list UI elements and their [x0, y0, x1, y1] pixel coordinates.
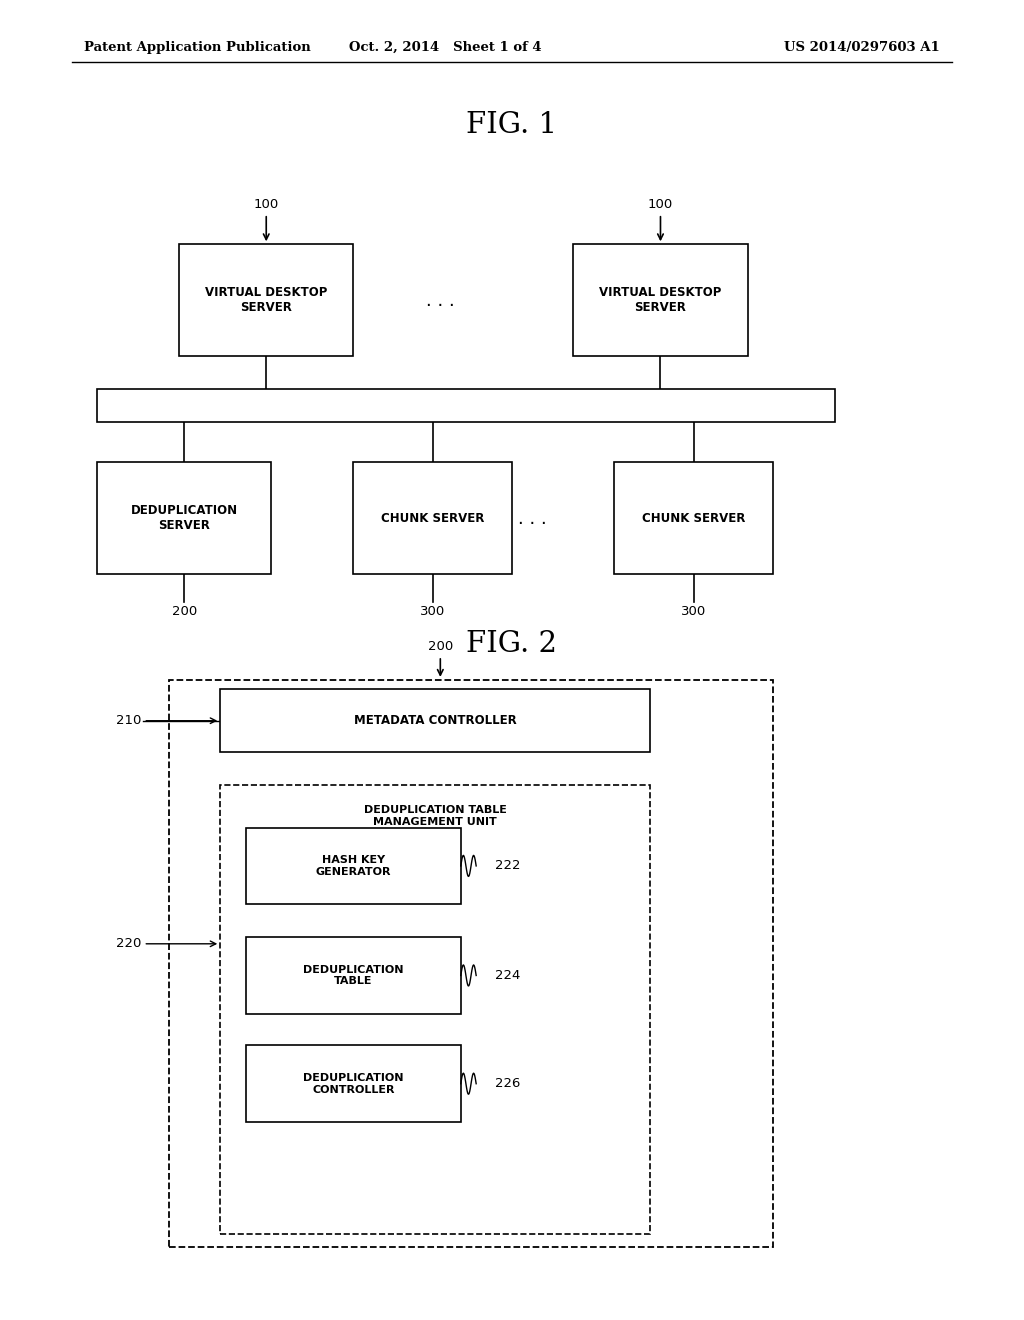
Bar — [246, 828, 461, 904]
Text: FIG. 2: FIG. 2 — [467, 630, 557, 659]
Text: DEDUPLICATION TABLE
MANAGEMENT UNIT: DEDUPLICATION TABLE MANAGEMENT UNIT — [364, 805, 507, 826]
Text: 200: 200 — [172, 605, 197, 618]
Bar — [246, 1045, 461, 1122]
Bar — [220, 785, 650, 1234]
Text: HASH KEY
GENERATOR: HASH KEY GENERATOR — [315, 855, 391, 876]
Text: Oct. 2, 2014   Sheet 1 of 4: Oct. 2, 2014 Sheet 1 of 4 — [349, 41, 542, 54]
Text: 222: 222 — [495, 859, 520, 873]
Bar — [353, 462, 512, 574]
Text: 300: 300 — [681, 605, 707, 618]
Bar — [220, 689, 650, 752]
Text: 210: 210 — [116, 714, 141, 727]
Text: . . .: . . . — [518, 510, 547, 528]
Text: 100: 100 — [254, 198, 279, 211]
Text: DEDUPLICATION
CONTROLLER: DEDUPLICATION CONTROLLER — [303, 1073, 403, 1094]
Bar — [246, 937, 461, 1014]
Text: DEDUPLICATION
SERVER: DEDUPLICATION SERVER — [131, 504, 238, 532]
Bar — [179, 244, 353, 356]
Bar — [169, 680, 773, 1247]
Text: 226: 226 — [495, 1077, 520, 1090]
Text: 200: 200 — [428, 640, 453, 653]
Text: 300: 300 — [420, 605, 445, 618]
Bar — [97, 389, 835, 422]
Text: . . .: . . . — [426, 292, 455, 310]
Text: VIRTUAL DESKTOP
SERVER: VIRTUAL DESKTOP SERVER — [205, 286, 328, 314]
Text: CHUNK SERVER: CHUNK SERVER — [381, 512, 484, 524]
Bar — [614, 462, 773, 574]
Text: Patent Application Publication: Patent Application Publication — [84, 41, 310, 54]
Text: VIRTUAL DESKTOP
SERVER: VIRTUAL DESKTOP SERVER — [599, 286, 722, 314]
Text: 220: 220 — [116, 937, 141, 950]
Text: FIG. 1: FIG. 1 — [467, 111, 557, 140]
Text: METADATA CONTROLLER: METADATA CONTROLLER — [354, 714, 516, 727]
Text: 100: 100 — [648, 198, 673, 211]
Text: 224: 224 — [495, 969, 520, 982]
Bar — [97, 462, 271, 574]
Text: US 2014/0297603 A1: US 2014/0297603 A1 — [784, 41, 940, 54]
Bar — [573, 244, 748, 356]
Text: DEDUPLICATION
TABLE: DEDUPLICATION TABLE — [303, 965, 403, 986]
Text: CHUNK SERVER: CHUNK SERVER — [642, 512, 745, 524]
